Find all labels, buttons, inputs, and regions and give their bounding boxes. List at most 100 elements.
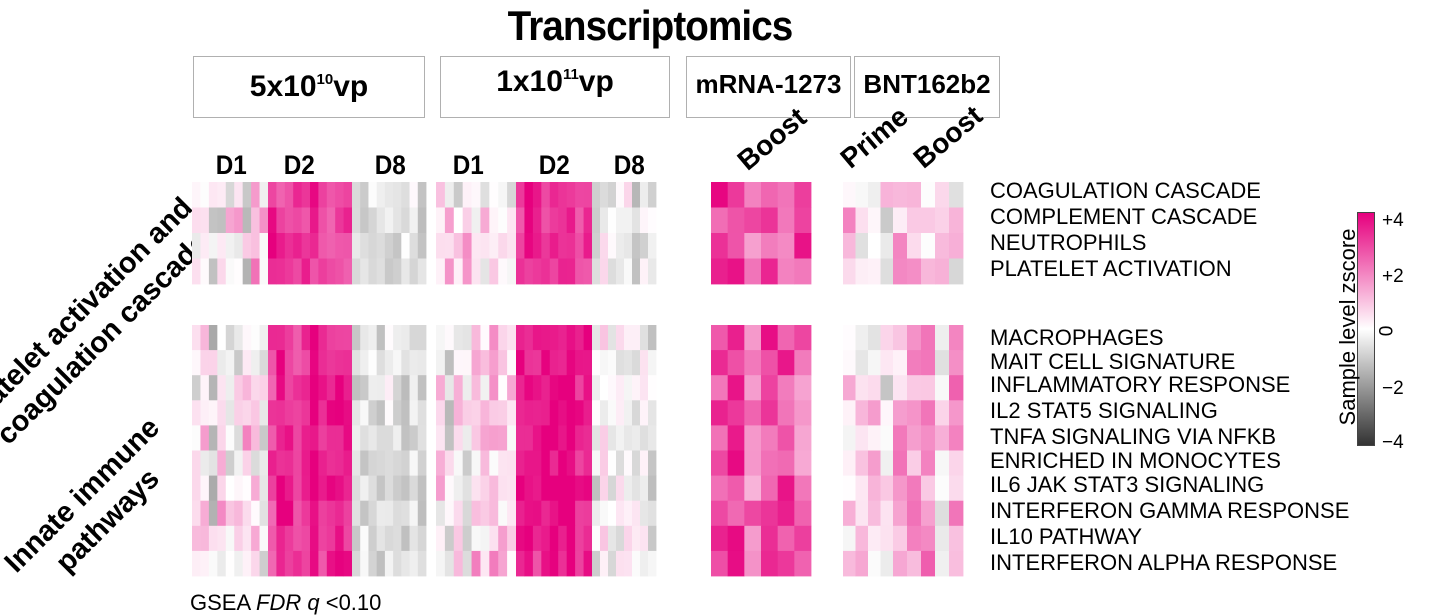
heatmap-cell [632, 350, 641, 376]
heatmap-cell [318, 207, 328, 234]
heatmap-cell [301, 350, 311, 376]
heatmap-cell [401, 350, 410, 376]
heatmap-cell [727, 325, 745, 351]
heatmap-cell [777, 500, 795, 527]
heatmap-cell [343, 475, 353, 502]
heatmap-cell [855, 400, 869, 426]
heatmap-cell [524, 375, 534, 401]
heatmap-cell [893, 182, 908, 208]
heatmap-cell [624, 525, 633, 552]
heatmap-cell [343, 182, 353, 208]
heatmap-cell [208, 207, 218, 234]
heatmap-cell [558, 325, 568, 351]
heatmap-cell [592, 550, 601, 577]
heatmap-cell [880, 525, 894, 552]
heatmap-cell [393, 233, 402, 259]
heatmap-cell [532, 258, 542, 285]
heatmap-cell [293, 325, 302, 351]
heatmap-cell [352, 182, 361, 208]
heatmap-cell [711, 258, 729, 285]
heatmap-cell [921, 258, 936, 285]
heatmap-cell [471, 475, 481, 502]
heatmap-cell [417, 475, 427, 502]
heatmap-cell [893, 325, 908, 351]
heatmap-cell [541, 182, 551, 208]
heatmap-cell [393, 550, 402, 577]
heatmap-cell [471, 350, 481, 376]
heatmap-cell [284, 550, 294, 577]
heatmap-cell [880, 550, 894, 577]
heatmap-cell [409, 400, 419, 426]
heatmap-cell [401, 258, 410, 285]
heatmap-cell [242, 425, 252, 451]
heatmap-cell [293, 207, 302, 234]
heatmap-cell [516, 350, 525, 376]
heatmap-cell [417, 400, 427, 426]
heatmap-cell [880, 233, 894, 259]
heatmap-cell [471, 450, 481, 476]
heatmap-cell [575, 475, 584, 502]
heatmap-cell [575, 182, 584, 208]
timepoint-d1-1e11: D1 [452, 150, 484, 180]
heatmap-cell [368, 207, 378, 234]
heatmap-cell [384, 550, 394, 577]
heatmap-cell [516, 400, 525, 426]
heatmap-cell [583, 550, 593, 577]
heatmap-cell [949, 525, 964, 552]
heatmap-cell [242, 525, 252, 552]
heatmap-cell [471, 258, 481, 285]
heatmap-cell [532, 425, 542, 451]
heatmap-cell [632, 207, 641, 234]
heatmap-cell [532, 400, 542, 426]
heatmap-cell [301, 375, 311, 401]
heatmap-cell [583, 375, 593, 401]
heatmap-cell [301, 450, 311, 476]
heatmap-cell [907, 375, 922, 401]
heatmap-cell [326, 550, 336, 577]
heatmap-cell [648, 475, 657, 502]
heatmap-cell [268, 425, 277, 451]
heatmap-cell [326, 207, 336, 234]
pathway-label: MACROPHAGES [990, 325, 1164, 350]
heatmap-cell [648, 182, 657, 208]
heatmap-cell [376, 182, 386, 208]
heatmap-cell [444, 182, 455, 208]
heatmap-cell [907, 400, 922, 426]
heatmap-cell [632, 425, 641, 451]
heatmap-cell [208, 500, 218, 527]
heatmap-cell [242, 550, 252, 577]
heatmap-cell [921, 233, 936, 259]
heatmap-cell [489, 325, 499, 351]
heatmap-cell [444, 525, 455, 552]
heatmap-cell [761, 182, 779, 208]
heatmap-cell [558, 500, 568, 527]
heatmap-cell [310, 475, 319, 502]
heatmap-cell [575, 425, 584, 451]
heatmap-cell [310, 425, 319, 451]
heatmap-cell [208, 525, 218, 552]
heatmap-cell [921, 525, 936, 552]
heatmap-cell [575, 400, 584, 426]
heatmap-cell [251, 525, 260, 552]
heatmap-cell [727, 425, 745, 451]
heatmap-cell [301, 182, 311, 208]
heatmap-cell [648, 500, 657, 527]
heatmap-cell [436, 350, 446, 376]
heatmap-cell [949, 425, 964, 451]
heatmap-cell [541, 425, 551, 451]
heatmap-cell [608, 375, 617, 401]
heatmap-cell [640, 425, 649, 451]
heatmap-cell [259, 525, 269, 552]
heatmap-cell [471, 182, 481, 208]
heatmap-cell [744, 475, 762, 502]
heatmap-cell [276, 400, 286, 426]
heatmap-cell [200, 182, 210, 208]
heatmap-cell [200, 207, 210, 234]
heatmap-cell [401, 207, 410, 234]
heatmap-cell [417, 258, 427, 285]
heatmap-cell [524, 325, 534, 351]
heatmap-cell [384, 425, 394, 451]
heatmap-cell [566, 375, 576, 401]
heatmap-cell [549, 400, 559, 426]
heatmap-cell [276, 450, 286, 476]
